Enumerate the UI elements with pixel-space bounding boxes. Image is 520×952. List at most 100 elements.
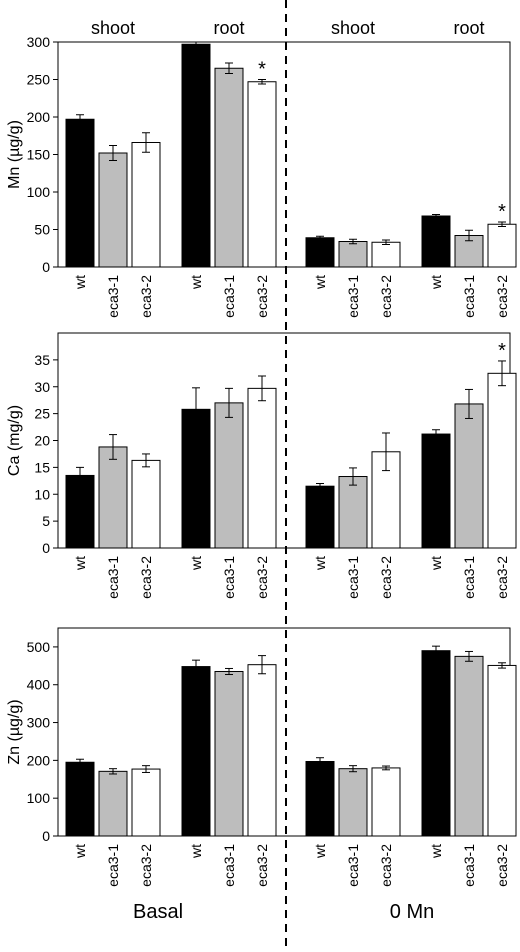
y-tick-label: 200: [27, 752, 51, 768]
y-tick-label: 50: [34, 222, 50, 238]
category-label: wt: [428, 556, 444, 571]
panel-3: 0 100 200 300 400 500 Zn (µg/g) wt eca3-1 eca3-2 w…: [6, 627, 517, 887]
category-label: wt: [72, 556, 88, 571]
bar-eca3-1: [214, 402, 244, 549]
category-label: eca3-2: [378, 556, 394, 599]
category-label: wt: [72, 844, 88, 859]
y-tick-label: 25: [34, 406, 50, 422]
group-header: shoot: [91, 18, 135, 38]
significance-star: *: [498, 340, 506, 362]
bar-eca3-1: [454, 403, 484, 549]
condition-label: 0 Mn: [390, 901, 434, 923]
category-label: wt: [428, 844, 444, 859]
panel-2: 0 5 10 15 20 25 30 35 Ca (mg/g) wt eca3-1 eca3-2 wt e…: [6, 332, 517, 599]
category-label: eca3-2: [494, 844, 510, 887]
group-header: root: [213, 18, 244, 38]
y-tick-label: 400: [27, 677, 51, 693]
category-label: eca3-2: [254, 275, 270, 318]
panel-1: 0 50 100 150 200 250 300 Mn (µg/g) wt eca3-1 eca3-…: [6, 18, 517, 318]
bar-wt: [181, 43, 211, 268]
bar-eca3-2: [247, 664, 277, 837]
bar-eca3-2: [487, 664, 517, 837]
bar-eca3-1: [98, 446, 128, 549]
bar-wt: [305, 485, 335, 549]
category-label: wt: [312, 844, 328, 859]
y-tick-label: 300: [27, 715, 51, 731]
category-label: wt: [72, 275, 88, 290]
bar-eca3-1: [98, 770, 128, 837]
bar-wt: [65, 118, 95, 268]
y-tick-label: 10: [34, 486, 50, 502]
category-label: wt: [188, 275, 204, 290]
y-tick-label: 150: [27, 147, 51, 163]
bar-eca3-1: [214, 670, 244, 837]
category-label: eca3-1: [221, 275, 237, 318]
category-label: wt: [312, 556, 328, 571]
bar-wt: [181, 666, 211, 837]
bar-eca3-2: [487, 372, 517, 549]
bar-eca3-2: [131, 142, 161, 268]
y-tick-label: 5: [42, 513, 50, 529]
group-header: shoot: [331, 18, 375, 38]
bar-wt: [65, 761, 95, 837]
category-label: eca3-2: [138, 844, 154, 887]
bar-wt: [421, 215, 451, 268]
category-label: eca3-1: [461, 556, 477, 599]
category-label: eca3-1: [345, 844, 361, 887]
category-label: eca3-1: [105, 556, 121, 599]
category-label: eca3-1: [221, 556, 237, 599]
y-tick-label: 0: [42, 259, 50, 275]
y-tick-label: 200: [27, 109, 51, 125]
category-label: eca3-2: [254, 844, 270, 887]
category-label: wt: [188, 556, 204, 571]
y-tick-label: 100: [27, 790, 51, 806]
category-label: wt: [312, 275, 328, 290]
bar-wt: [421, 650, 451, 837]
y-tick-label: 300: [27, 34, 51, 50]
y-tick-label: 500: [27, 639, 51, 655]
y-tick-label: 0: [42, 828, 50, 844]
y-axis-label: Zn (µg/g): [6, 699, 23, 764]
bar-eca3-1: [454, 655, 484, 837]
bar-wt: [305, 760, 335, 837]
category-label: wt: [428, 275, 444, 290]
bar-eca3-1: [338, 476, 368, 549]
significance-star: *: [258, 59, 266, 81]
category-label: eca3-2: [138, 556, 154, 599]
y-tick-label: 100: [27, 184, 51, 200]
category-label: eca3-1: [105, 275, 121, 318]
group-header: root: [453, 18, 484, 38]
bar-eca3-2: [131, 768, 161, 837]
bar-eca3-2: [487, 223, 517, 268]
bar-eca3-1: [98, 152, 128, 268]
condition-label: Basal: [133, 901, 183, 923]
category-label: eca3-2: [378, 844, 394, 887]
bar-eca3-1: [214, 67, 244, 268]
bar-eca3-2: [247, 387, 277, 549]
category-label: eca3-1: [461, 844, 477, 887]
bar-eca3-1: [338, 768, 368, 837]
category-label: eca3-2: [254, 556, 270, 599]
y-tick-label: 0: [42, 540, 50, 556]
bar-eca3-2: [371, 767, 401, 837]
bar-eca3-2: [247, 81, 277, 268]
significance-star: *: [498, 201, 506, 223]
bar-wt: [305, 237, 335, 268]
bar-eca3-2: [131, 459, 161, 549]
y-tick-label: 15: [34, 459, 50, 475]
y-tick-label: 30: [34, 379, 50, 395]
category-label: eca3-1: [461, 275, 477, 318]
category-label: eca3-1: [345, 556, 361, 599]
category-label: wt: [188, 844, 204, 859]
bar-wt: [65, 474, 95, 549]
y-tick-label: 20: [34, 433, 50, 449]
category-label: eca3-2: [494, 556, 510, 599]
category-label: eca3-1: [221, 844, 237, 887]
category-label: eca3-1: [345, 275, 361, 318]
bar-wt: [421, 433, 451, 549]
category-label: eca3-2: [138, 275, 154, 318]
y-axis-label: Ca (mg/g): [6, 405, 23, 476]
bar-eca3-1: [338, 241, 368, 268]
y-axis-label: Mn (µg/g): [6, 120, 23, 189]
